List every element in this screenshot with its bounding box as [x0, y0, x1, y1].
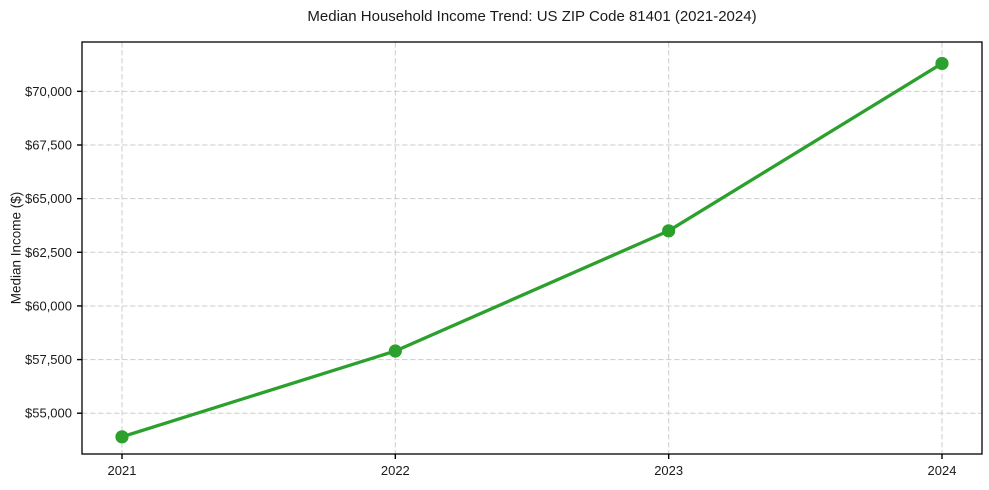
chart-title: Median Household Income Trend: US ZIP Co… — [307, 8, 757, 25]
x-tick-label: 2024 — [928, 463, 957, 478]
y-tick-label: $67,500 — [25, 138, 72, 153]
x-tick-label: 2023 — [654, 463, 683, 478]
y-tick-label: $70,000 — [25, 84, 72, 99]
y-tick-label: $60,000 — [25, 298, 72, 313]
x-tick-label: 2021 — [108, 463, 137, 478]
plot-border — [81, 41, 983, 455]
data-point-2024 — [935, 56, 949, 71]
data-point-2021 — [115, 430, 129, 444]
x-tick-label: 2022 — [381, 463, 410, 478]
y-tick-label: $65,000 — [25, 191, 72, 206]
data-point-2023 — [662, 224, 676, 238]
y-tick-label: $55,000 — [25, 406, 72, 421]
y-tick-label: $57,500 — [25, 352, 72, 367]
trend-line — [120, 61, 944, 439]
y-tick-label: $62,500 — [25, 245, 72, 260]
data-point-2022 — [388, 344, 402, 358]
